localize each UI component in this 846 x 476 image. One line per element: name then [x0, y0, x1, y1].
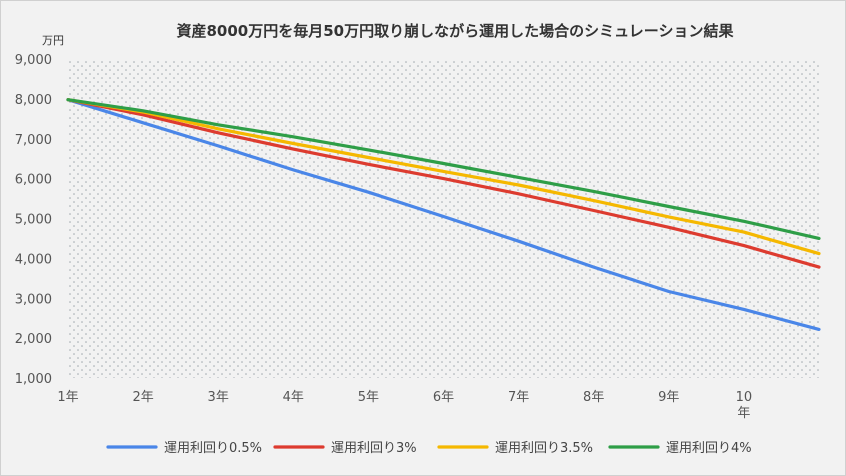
x-tick-label: 3年	[208, 390, 229, 405]
x-tick-label: 1年	[57, 390, 78, 405]
y-tick-label: 3,000	[15, 292, 52, 307]
series-line-3	[66, 98, 821, 256]
legend-item: 運用利回り4%	[608, 441, 752, 456]
series-line-4	[66, 98, 821, 240]
legend-item: 運用利回り0.5%	[106, 441, 262, 456]
legend-item: 運用利回り3.5%	[437, 441, 593, 456]
y-tick-label: 6,000	[15, 173, 52, 188]
y-tick-label: 4,000	[15, 252, 52, 267]
y-tick-label: 5,000	[15, 213, 52, 228]
x-tick-label: 4年	[283, 390, 304, 405]
x-tick-label: 10	[736, 390, 753, 405]
series-line-1	[66, 98, 821, 331]
x-tick-label: 9年	[658, 390, 679, 405]
legend-label: 運用利回り4%	[666, 441, 752, 456]
x-tick-label: 6年	[433, 390, 454, 405]
y-axis-unit: 万円	[42, 34, 64, 47]
x-axis-unit: 年	[737, 406, 750, 421]
chart-title: 資産8000万円を毎月50万円取り崩しながら運用した場合のシミュレーション結果	[176, 22, 734, 40]
legend-label: 運用利回り3.5%	[495, 441, 593, 456]
x-tick-label: 8年	[583, 390, 604, 405]
y-tick-label: 9,000	[15, 53, 52, 68]
plot-area	[68, 59, 819, 378]
legend-label: 運用利回り3%	[331, 441, 417, 456]
x-tick-label: 5年	[358, 390, 379, 405]
y-tick-label: 2,000	[15, 332, 52, 347]
y-tick-label: 1,000	[15, 372, 52, 387]
x-tick-label: 2年	[132, 390, 153, 405]
legend-label: 運用利回り0.5%	[164, 441, 262, 456]
y-tick-label: 8,000	[15, 93, 52, 108]
legend-item: 運用利回り3%	[273, 441, 417, 456]
series-line-2	[66, 98, 821, 269]
x-tick-label: 7年	[508, 390, 529, 405]
y-tick-label: 7,000	[15, 133, 52, 148]
